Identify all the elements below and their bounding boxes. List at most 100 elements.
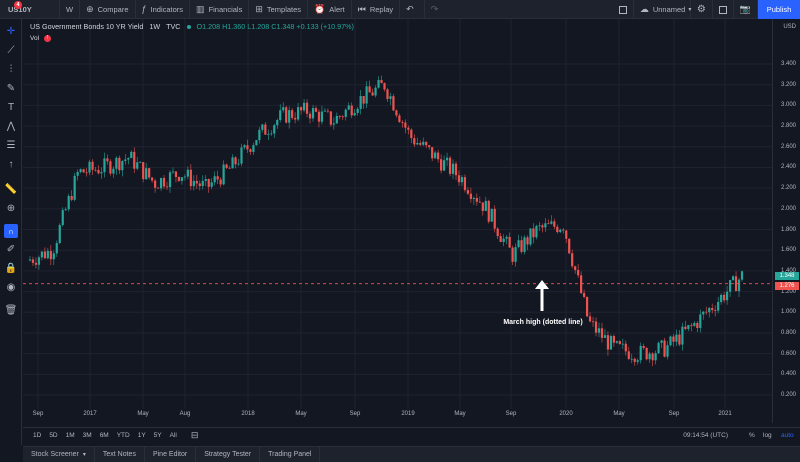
fullscreen-button[interactable] [613,0,633,19]
candle-body [279,110,282,121]
range-button-all[interactable]: All [169,432,177,439]
range-button-5d[interactable]: 5D [49,432,58,439]
candle-body [437,152,440,160]
candle-body [216,176,219,180]
pattern-tool[interactable]: ⋀ [0,117,22,136]
text-tool[interactable]: T [0,98,22,117]
annotation-text: March high (dotted line) [503,319,582,326]
symbol-search-button[interactable]: US10Y 4 [0,0,60,19]
magnet-icon: ∩ [8,226,14,236]
bottom-tab-stock-screener[interactable]: Stock Screener ▾ [23,446,95,462]
pencil-lock-icon: ✐ [6,244,16,255]
price-tick-label: 2.800 [780,123,796,130]
alert-button[interactable]: ⏰ Alert [308,0,352,19]
publish-button[interactable]: Publish [758,0,800,19]
remove-drawings-button[interactable]: 🗑 [0,301,22,320]
range-button-1m[interactable]: 1M [65,432,75,439]
candle-body [728,280,732,292]
candle-body [249,149,252,152]
bottom-tab-text-notes[interactable]: Text Notes [95,446,145,462]
candle-body [124,159,127,161]
measure-tool[interactable]: 📏 [0,180,22,199]
goto-date-icon[interactable]: ⊟ [190,430,199,440]
bottom-tab-strategy-tester[interactable]: Strategy Tester [196,446,261,462]
range-button-1y[interactable]: 1Y [137,432,146,439]
candle-body [490,208,493,222]
crosshair-tool[interactable]: ✛ [0,22,22,41]
stay-drawing-button[interactable]: ✐ [0,240,22,259]
range-button-3m[interactable]: 3M [82,432,92,439]
candle-body [520,240,523,252]
candle-body [189,169,192,187]
candle-body [204,179,207,181]
zoom-tool[interactable]: ⊕ [0,199,22,218]
time-tick-label: 2019 [401,411,415,417]
time-axis[interactable]: Sep 2017 May Aug 2018 May Sep 2019 May Sep 2020 May… [23,409,772,423]
candle-body [535,225,538,238]
percent-toggle[interactable]: % [749,432,755,439]
arrow-tool[interactable]: ↑ [0,155,22,174]
redo-button[interactable]: ↷ [425,0,449,19]
candle-body [88,161,91,173]
range-button-1d[interactable]: 1D [33,432,42,439]
lock-drawings-button[interactable]: 🔒 [0,259,22,278]
bottom-tab-trading-panel[interactable]: Trading Panel [260,446,321,462]
trend-line-tool[interactable]: ⟋ [0,41,22,60]
candle-body [64,209,67,211]
bottom-tab-label: Stock Screener [31,451,79,458]
layout-menu-button[interactable]: ☁ Unnamed ▾ [632,0,692,19]
candle-body [672,336,675,342]
undo-button[interactable]: ↶ [400,0,425,19]
log-toggle[interactable]: log [763,432,772,439]
financials-button[interactable]: ▥ Financials [190,0,250,19]
candle-body [380,79,383,84]
candle-body [734,276,738,292]
templates-button[interactable]: ⊞ Templates [249,0,309,19]
candle-body [440,159,443,171]
range-button-ytd[interactable]: YTD [116,432,130,439]
utc-clock[interactable]: 09:14:54 (UTC) [683,432,728,439]
time-tick-label: May [613,411,625,417]
interval-button[interactable]: W [60,0,81,19]
indicators-button[interactable]: ƒ Indicators [136,0,191,19]
candle-body [609,336,613,350]
time-tick-label: May [137,411,149,417]
range-button-6m[interactable]: 6M [99,432,109,439]
candle-body [389,96,392,99]
snapshot-button[interactable]: 📷 [734,0,758,19]
bottom-tab-label: Text Notes [102,451,136,458]
replay-button[interactable]: ⏮ Replay [352,0,401,19]
pitchfork-tool[interactable]: ⫶ [0,60,22,79]
candle-body [302,102,306,111]
hide-drawings-button[interactable]: ◉ [0,278,22,297]
indicators-icon: ƒ [141,4,147,14]
prediction-tool[interactable]: ☰ [0,136,22,155]
candle-body [192,180,195,187]
price-tick-label: 3.200 [780,81,796,88]
candle-body [273,125,276,134]
candle-body [699,314,702,328]
candle-body [335,116,338,124]
chevron-down-icon: ▾ [688,7,692,13]
candle-body [636,360,639,362]
candle-body [499,236,502,242]
candle-body [663,340,666,357]
compare-button[interactable]: ⊕ Compare [80,0,136,19]
trash-icon: 🗑 [4,305,18,316]
brush-tool[interactable]: ✎ [0,79,22,98]
bottom-tab-pine-editor[interactable]: Pine Editor [145,446,197,462]
candle-body [261,124,264,130]
price-axis[interactable]: USD 3.400 3.200 3.000 2.800 2.600 2.400 2.200 2… [772,19,800,423]
price-chart[interactable]: March high (dotted line) [23,19,772,423]
candle-body [308,113,312,119]
range-button-5y[interactable]: 5Y [153,432,162,439]
candle-body [210,182,213,187]
auto-toggle[interactable]: auto [781,432,794,439]
maximize-button[interactable] [713,0,734,19]
candle-body [291,110,294,118]
magnet-mode-button[interactable]: ∩ [4,224,18,238]
square-icon [618,5,627,14]
settings-button[interactable]: ⚙ [691,0,713,19]
volume-legend[interactable]: Vol ! [30,35,52,42]
candle-body [487,200,490,222]
